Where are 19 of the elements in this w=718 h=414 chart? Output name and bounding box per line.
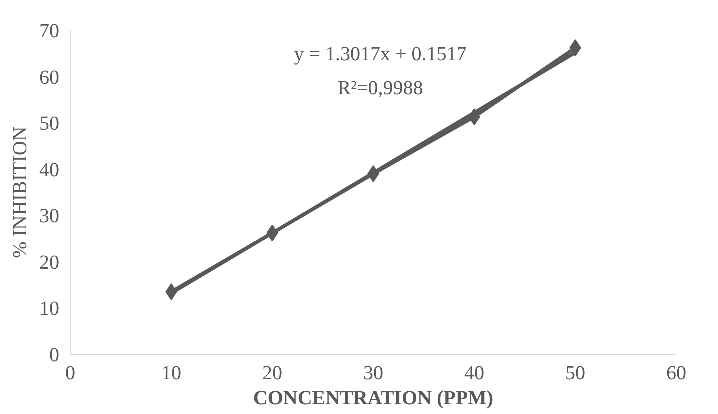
x-axis-title: CONCENTRATION (PPM): [253, 388, 494, 410]
y-tick-label: 40: [40, 159, 60, 182]
annotation: y = 1.3017x + 0.1517: [294, 44, 467, 66]
y-axis-title: % INHIBITION: [10, 126, 32, 258]
y-tick-label: 30: [40, 206, 60, 228]
x-tick-label: 40: [464, 362, 484, 384]
y-tick-label: 10: [40, 298, 60, 320]
annotation: R²=0,9988: [338, 78, 424, 100]
y-tick-label: 0: [50, 344, 60, 366]
x-tick-label: 0: [66, 362, 76, 384]
y-tick-label: 70: [40, 20, 60, 42]
y-tick-label: 20: [40, 252, 60, 274]
x-tick-label: 50: [566, 362, 586, 384]
y-tick-label: 60: [40, 66, 60, 89]
x-tick-label: 10: [162, 362, 182, 384]
x-tick-label: 60: [666, 362, 686, 384]
x-tick-label: 30: [364, 362, 384, 384]
y-tick-label: 50: [40, 113, 60, 136]
x-tick-label: 20: [262, 362, 282, 384]
